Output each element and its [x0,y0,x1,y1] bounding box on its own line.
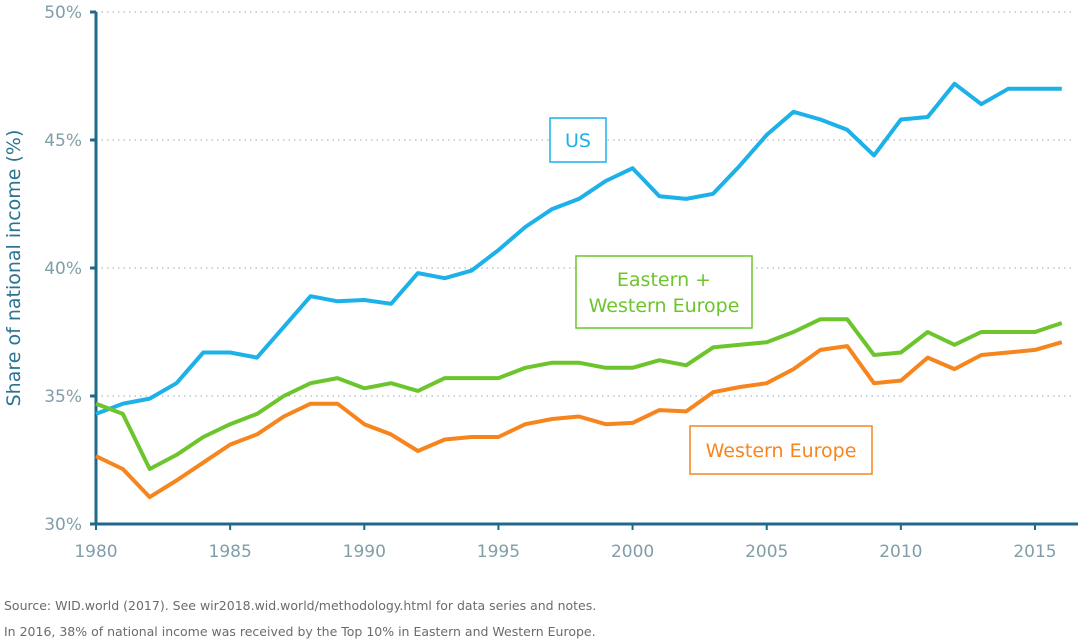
legend-box [549,117,607,163]
y-tick-label: 30% [44,515,82,535]
series-label: Eastern + [617,269,711,291]
y-tick-label: 50% [44,3,82,23]
source-note: Source: WID.world (2017). See wir2018.wi… [4,598,597,613]
line-chart: 30% 35% 40% 45% 50% 1980 1985 1990 1995 2000 2005 2… [3,3,1078,562]
series-line-eastern-western-europe [95,317,1063,471]
axes [90,10,1078,530]
y-axis-label: Share of national income (%) [3,130,25,407]
x-tick-label: 1980 [74,542,117,562]
x-tick-label: 2005 [745,542,788,562]
legend-box [689,425,873,475]
tick-labels: 30% 35% 40% 45% 50% 1980 1985 1990 1995 2000 2005 2… [44,3,1056,562]
footnote: In 2016, 38% of national income was rece… [4,624,596,639]
x-tick-label: 2000 [611,542,654,562]
x-tick-label: 1990 [343,542,386,562]
series-label: Western Europe [589,295,740,317]
x-tick-label: 2015 [1013,542,1056,562]
y-tick-label: 45% [44,131,82,151]
y-tick-label: 40% [44,259,82,279]
series-labels: US Eastern + Western Europe Western Europe [549,117,873,475]
gridlines [96,11,1075,397]
x-tick-label: 1985 [209,542,252,562]
legend-box [575,255,753,329]
x-tick-label: 1995 [477,542,520,562]
series-line-western-europe [95,340,1063,500]
x-tick-label: 2010 [879,542,922,562]
series-label: US [565,130,591,152]
series-lines [95,81,1063,500]
series-label: Western Europe [706,440,857,462]
y-tick-label: 35% [44,387,82,407]
series-line-us [95,81,1062,416]
